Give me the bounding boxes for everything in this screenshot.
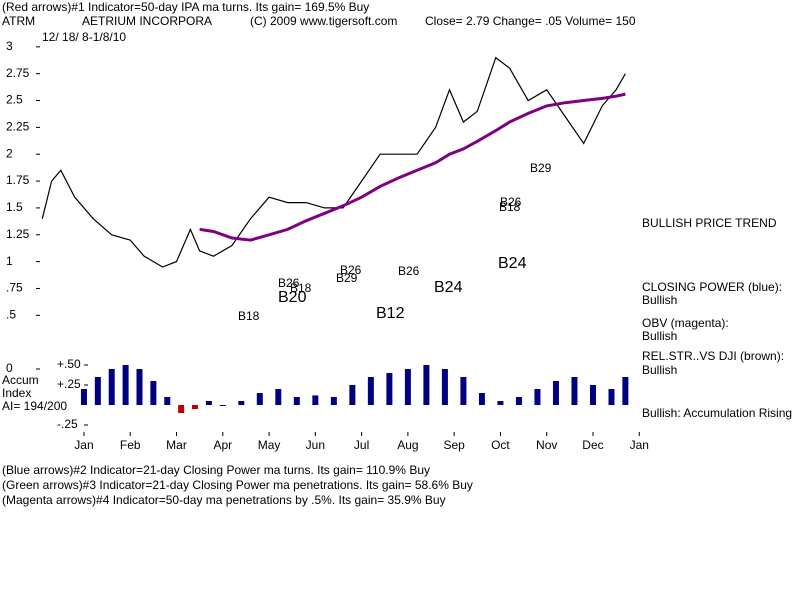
signal-label: B26 bbox=[500, 195, 522, 209]
indicator-label: AI= 194/200 bbox=[2, 399, 67, 413]
indicator-label: OBV (magenta): bbox=[642, 316, 729, 330]
accum-bar bbox=[589, 385, 596, 405]
x-tick-label: Jun bbox=[306, 438, 325, 452]
signal-label: B18 bbox=[238, 309, 260, 323]
signal-label: B26 bbox=[278, 276, 300, 290]
signal-label: B24 bbox=[498, 255, 527, 272]
y-tick-label: 1.5 bbox=[6, 200, 23, 214]
accum-bar bbox=[441, 369, 448, 405]
accum-bar bbox=[478, 393, 485, 405]
accum-bar bbox=[515, 397, 522, 405]
accum-bar bbox=[192, 405, 199, 409]
accum-bar bbox=[386, 373, 393, 405]
series-line bbox=[199, 92, 626, 242]
accum-bar bbox=[205, 401, 212, 405]
x-tick-label: Dec bbox=[582, 438, 603, 452]
accum-bar bbox=[238, 401, 245, 405]
x-tick-label: Mar bbox=[166, 438, 187, 452]
accum-bar bbox=[497, 401, 504, 405]
x-tick-label: Jan bbox=[74, 438, 93, 452]
y-tick-label: +.25 bbox=[57, 377, 81, 391]
accum-bar bbox=[275, 389, 282, 405]
x-tick-label: Feb bbox=[120, 438, 141, 452]
y-tick-label: 2.5 bbox=[6, 93, 23, 107]
accum-bar bbox=[552, 381, 559, 405]
accum-bar bbox=[608, 389, 615, 405]
signal-label: B26 bbox=[340, 263, 362, 277]
x-tick-label: Aug bbox=[397, 438, 418, 452]
indicator-label: BULLISH PRICE TREND bbox=[642, 216, 777, 230]
accum-bar bbox=[219, 405, 226, 406]
accum-bar bbox=[312, 395, 319, 405]
indicator-label: REL.STR..VS DJI (brown): bbox=[642, 349, 784, 363]
x-tick-label: May bbox=[258, 438, 281, 452]
y-tick-label: 1.25 bbox=[6, 227, 30, 241]
y-tick-label: -.25 bbox=[57, 417, 78, 431]
signal-label: B29 bbox=[336, 271, 358, 285]
signal-label: B18 bbox=[499, 200, 521, 214]
accum-bar bbox=[80, 389, 87, 405]
footer-line: (Green arrows)#3 Indicator=21-day Closin… bbox=[2, 478, 473, 492]
indicator-label: Index bbox=[2, 386, 31, 400]
accum-bar bbox=[349, 385, 356, 405]
y-tick-label: 2 bbox=[6, 146, 13, 160]
accum-bar bbox=[571, 377, 578, 405]
accum-bar bbox=[423, 365, 430, 405]
signal-label: B29 bbox=[530, 161, 552, 175]
signal-label: B26 bbox=[398, 264, 420, 278]
indicator-label: Bullish bbox=[642, 329, 677, 343]
signal-label: B12 bbox=[376, 305, 405, 322]
x-tick-label: Nov bbox=[536, 438, 557, 452]
footer-line: (Blue arrows)#2 Indicator=21-day Closing… bbox=[2, 463, 430, 477]
signal-label: B24 bbox=[434, 279, 463, 296]
series-line bbox=[41, 56, 626, 268]
y-tick-label: 1 bbox=[6, 254, 13, 268]
signal-label: B18 bbox=[290, 281, 312, 295]
accum-bar bbox=[330, 397, 337, 405]
indicator-label: Accum bbox=[2, 373, 39, 387]
y-tick-label: 1.75 bbox=[6, 173, 30, 187]
accum-bar bbox=[136, 369, 143, 405]
date-range: 12/ 18/ 8-1/8/10 bbox=[42, 30, 126, 44]
accum-bar bbox=[293, 397, 300, 405]
accum-bar bbox=[164, 397, 171, 405]
quote: Close= 2.79 Change= .05 Volume= 150 bbox=[425, 14, 636, 28]
accum-bar bbox=[622, 377, 629, 405]
y-tick-label: 3 bbox=[6, 39, 13, 53]
x-tick-label: Jul bbox=[354, 438, 369, 452]
y-tick-label: .75 bbox=[6, 281, 23, 295]
symbol: ATRM bbox=[2, 14, 35, 28]
copyright: (C) 2009 www.tigersoft.com bbox=[250, 14, 397, 28]
accum-bar bbox=[534, 389, 541, 405]
footer-line: (Magenta arrows)#4 Indicator=50-day ma p… bbox=[2, 493, 446, 507]
signal-label: B20 bbox=[278, 289, 307, 306]
accum-bar bbox=[404, 369, 411, 405]
accum-bar bbox=[178, 405, 185, 413]
indicator-label: Bullish bbox=[642, 363, 677, 377]
accum-bar bbox=[150, 381, 157, 405]
y-tick-label: +.50 bbox=[57, 357, 81, 371]
x-tick-label: Sep bbox=[443, 438, 465, 452]
accum-bar bbox=[94, 377, 101, 405]
accum-bar bbox=[460, 377, 467, 405]
y-tick-label: 2.25 bbox=[6, 120, 30, 134]
accum-bar bbox=[367, 377, 374, 405]
y-tick-label: 2.75 bbox=[6, 66, 30, 80]
accum-bar bbox=[256, 393, 263, 405]
indicator-line: (Red arrows)#1 Indicator=50-day IPA ma t… bbox=[2, 0, 369, 14]
indicator-label: Bullish bbox=[642, 293, 677, 307]
indicator-label: Bullish: Accumulation Rising bbox=[642, 406, 792, 420]
accum-bar bbox=[122, 365, 129, 405]
company: AETRIUM INCORPORA bbox=[82, 14, 212, 28]
y-tick-label: 0 bbox=[6, 361, 13, 375]
y-tick-label: .5 bbox=[6, 307, 16, 321]
x-tick-label: Apr bbox=[213, 438, 232, 452]
x-tick-label: Oct bbox=[491, 438, 510, 452]
indicator-label: CLOSING POWER (blue): bbox=[642, 280, 782, 294]
x-tick-label: Jan bbox=[630, 438, 649, 452]
accum-bar bbox=[108, 369, 115, 405]
